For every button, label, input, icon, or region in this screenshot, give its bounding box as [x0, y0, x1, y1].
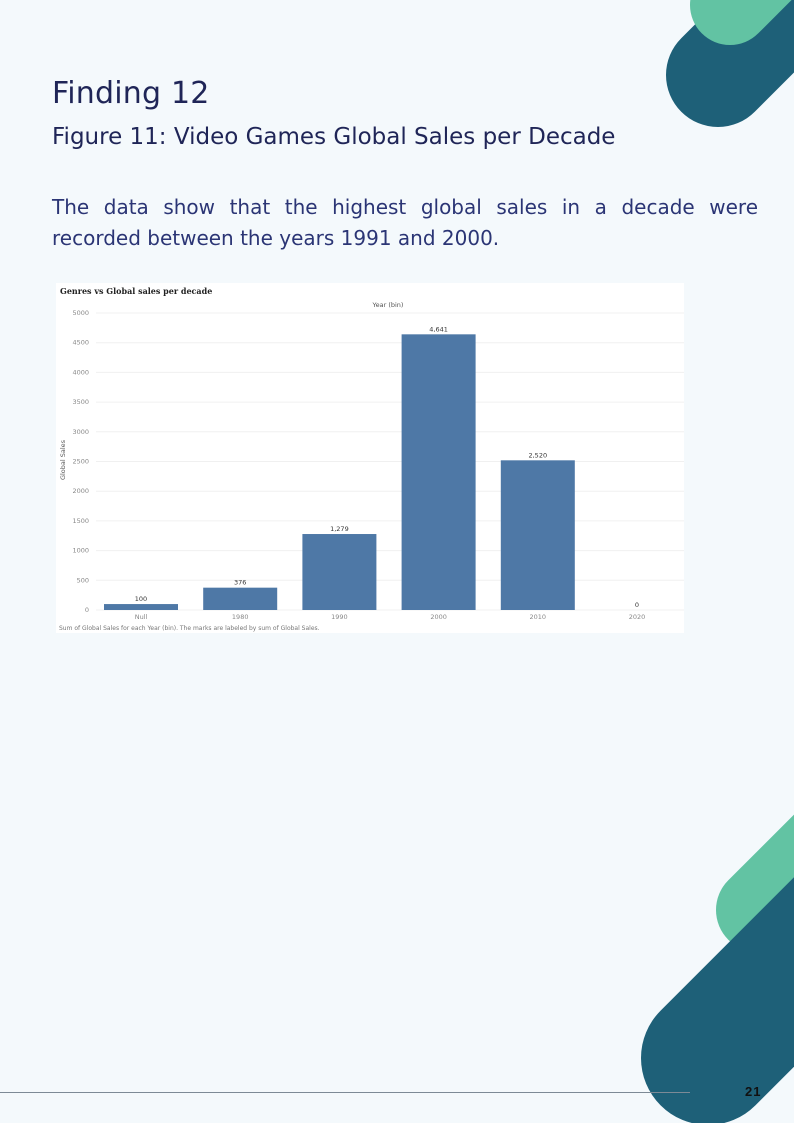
top-teal-stripe — [666, 0, 794, 127]
bar-value-label: 1,279 — [330, 525, 349, 533]
chart-caption: Sum of Global Sales for each Year (bin).… — [59, 625, 320, 632]
y-tick-label: 500 — [77, 576, 89, 584]
bar-chart: Genres vs Global sales per decade Year (… — [59, 286, 684, 632]
y-axis-label: Global Sales — [59, 439, 67, 480]
bar-1990 — [302, 534, 377, 610]
bar-value-label: 0 — [635, 601, 639, 609]
bar-null — [104, 604, 178, 610]
footer-divider — [0, 1092, 690, 1093]
y-tick-label: 1500 — [72, 517, 89, 525]
bar-1980 — [203, 587, 278, 610]
y-axis-ticks: 0 500 1000 1500 2000 2500 3000 3500 4000 4500 5000 — [72, 309, 89, 614]
finding-paragraph: The data show that the highest global sa… — [52, 195, 758, 250]
bars — [104, 334, 575, 610]
x-tick-label: 1980 — [232, 613, 249, 621]
x-tick-label: 1990 — [331, 613, 348, 621]
bar-value-label: 100 — [135, 595, 147, 603]
bottom-green-stripe — [716, 814, 794, 952]
gridlines — [96, 312, 684, 611]
y-tick-label: 2500 — [72, 458, 89, 466]
y-tick-label: 5000 — [72, 309, 89, 317]
figure-title: Figure 11: Video Games Global Sales per … — [52, 124, 616, 150]
x-tick-label: 2010 — [530, 613, 547, 621]
y-tick-label: 3500 — [72, 398, 89, 406]
chart-title: Genres vs Global sales per decade — [60, 286, 212, 296]
finding-heading: Finding 12 — [52, 76, 210, 111]
bottom-teal-stripe — [641, 877, 794, 1123]
y-tick-label: 2000 — [72, 487, 89, 495]
bar-value-label: 4,641 — [429, 325, 448, 333]
x-tick-label: 2020 — [629, 613, 646, 621]
y-tick-label: 1000 — [72, 547, 89, 555]
y-tick-label: 3000 — [72, 428, 89, 436]
y-tick-label: 0 — [85, 606, 89, 614]
x-tick-label: Null — [135, 613, 148, 621]
top-axis-label: Year (bin) — [372, 301, 404, 309]
x-axis-ticks: Null 1980 1990 2000 2010 2020 — [135, 613, 646, 621]
bar-2010 — [500, 460, 575, 610]
page-number: 21 — [745, 1084, 762, 1099]
bar-value-label: 2,520 — [528, 451, 547, 459]
bar-value-label: 376 — [234, 579, 246, 587]
y-tick-label: 4000 — [72, 368, 89, 376]
top-green-stripe — [690, 0, 792, 45]
y-tick-label: 4500 — [72, 339, 89, 347]
chart-panel: Genres vs Global sales per decade Year (… — [56, 283, 684, 633]
bar-value-labels: 100 376 1,279 4,641 2,520 0 — [135, 325, 639, 609]
bar-2000 — [401, 334, 476, 610]
x-tick-label: 2000 — [430, 613, 447, 621]
